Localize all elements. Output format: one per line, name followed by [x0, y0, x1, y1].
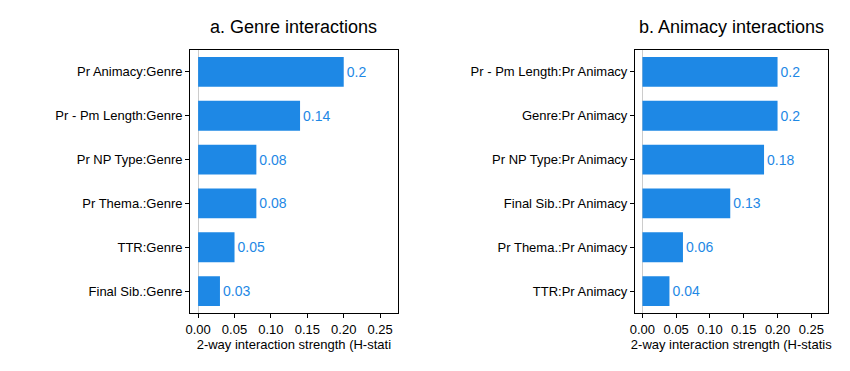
svg-text:Final Sib.:Genre: Final Sib.:Genre [89, 284, 183, 299]
svg-text:0.08: 0.08 [259, 152, 286, 168]
svg-text:0.2: 0.2 [781, 64, 801, 80]
svg-text:Pr Thema.:Pr Animacy: Pr Thema.:Pr Animacy [498, 240, 628, 255]
svg-text:Pr - Pm Length:Genre: Pr - Pm Length:Genre [55, 108, 182, 123]
svg-text:Pr Animacy:Genre: Pr Animacy:Genre [77, 64, 183, 79]
svg-text:TTR:Genre: TTR:Genre [117, 240, 182, 255]
svg-text:0.25: 0.25 [799, 322, 824, 337]
svg-text:0.15: 0.15 [295, 322, 320, 337]
svg-text:0.10: 0.10 [697, 322, 722, 337]
svg-text:2-way interaction strength (H-: 2-way interaction strength (H-stati [197, 337, 391, 352]
svg-text:Pr NP Type:Pr Animacy: Pr NP Type:Pr Animacy [492, 152, 628, 167]
svg-text:0.05: 0.05 [222, 322, 247, 337]
svg-text:0.18: 0.18 [767, 152, 794, 168]
svg-text:0.2: 0.2 [781, 108, 801, 124]
svg-text:Pr NP Type:Genre: Pr NP Type:Genre [77, 152, 183, 167]
svg-text:Pr - Pm Length:Pr Animacy: Pr - Pm Length:Pr Animacy [471, 64, 628, 79]
svg-text:0.20: 0.20 [765, 322, 790, 337]
svg-text:Final Sib.:Pr Animacy: Final Sib.:Pr Animacy [504, 196, 628, 211]
svg-text:0.15: 0.15 [731, 322, 756, 337]
svg-text:0.00: 0.00 [630, 322, 655, 337]
svg-text:Pr Thema.:Genre: Pr Thema.:Genre [82, 196, 182, 211]
svg-text:0.03: 0.03 [223, 283, 250, 299]
svg-text:0.05: 0.05 [664, 322, 689, 337]
svg-text:Genre:Pr Animacy: Genre:Pr Animacy [522, 108, 628, 123]
svg-text:b. Animacy interactions: b. Animacy interactions [639, 17, 824, 37]
svg-text:0.20: 0.20 [331, 322, 356, 337]
svg-text:TTR:Pr Animacy: TTR:Pr Animacy [533, 284, 628, 299]
svg-text:0.14: 0.14 [303, 108, 330, 124]
svg-text:a. Genre interactions: a. Genre interactions [210, 17, 377, 37]
svg-text:0.05: 0.05 [238, 239, 265, 255]
svg-text:0.10: 0.10 [258, 322, 283, 337]
svg-text:0.13: 0.13 [733, 195, 760, 211]
svg-text:0.06: 0.06 [686, 239, 713, 255]
svg-text:2-way interaction strength (H-: 2-way interaction strength (H-statis [631, 337, 832, 352]
svg-text:0.04: 0.04 [672, 283, 699, 299]
svg-text:0.2: 0.2 [347, 64, 367, 80]
svg-text:0.00: 0.00 [185, 322, 210, 337]
svg-text:0.08: 0.08 [259, 195, 286, 211]
svg-text:0.25: 0.25 [367, 322, 392, 337]
